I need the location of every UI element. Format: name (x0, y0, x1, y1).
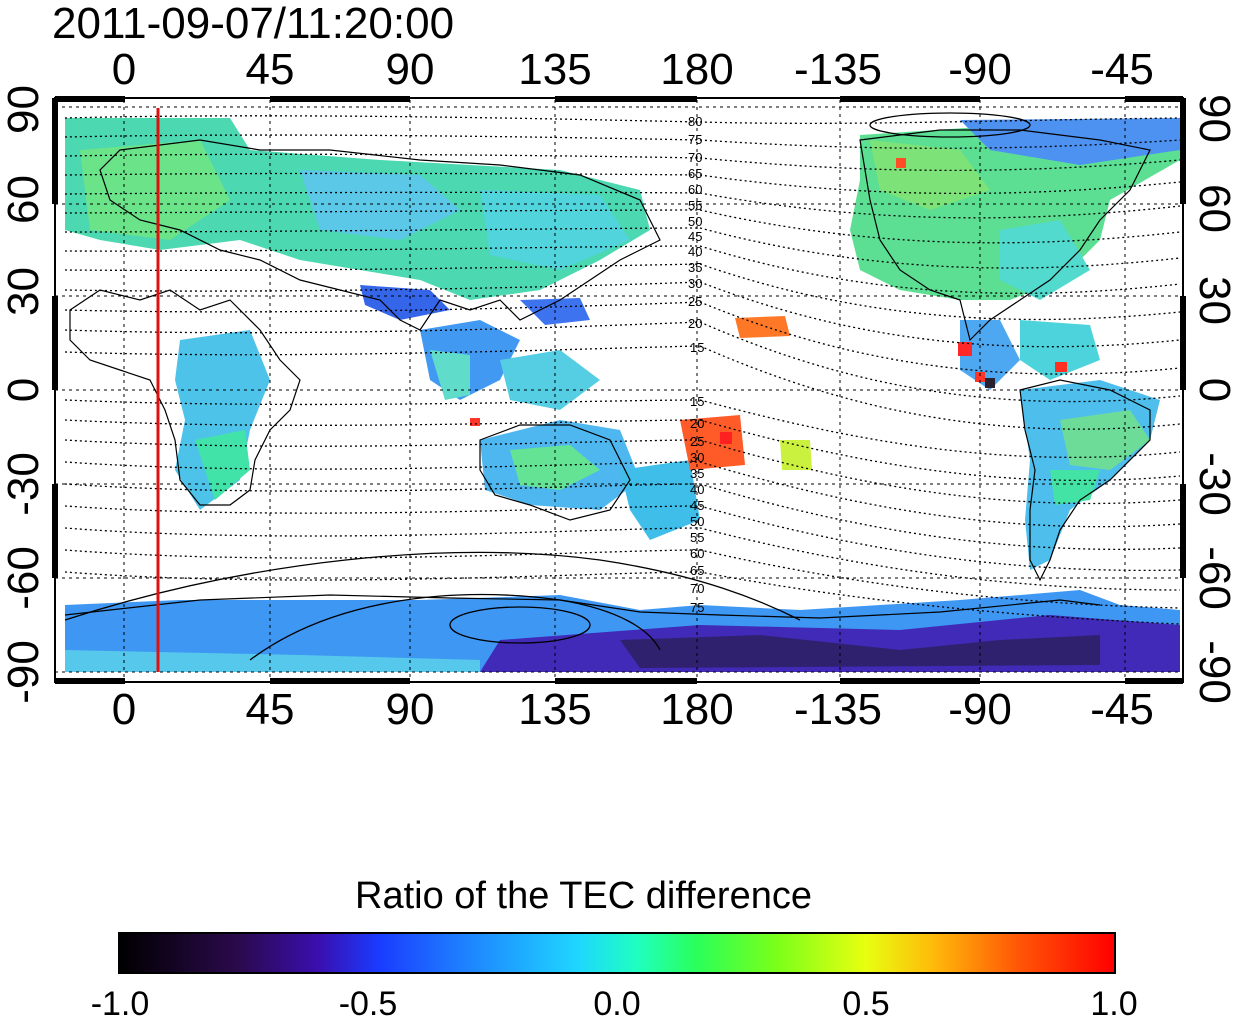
bottom-lon-label: 135 (518, 685, 592, 734)
tec-data-overlay (65, 118, 1180, 672)
top-lon-label: 45 (245, 45, 295, 94)
bottom-lon-label: -135 (793, 685, 883, 734)
contour-label: 20 (688, 316, 702, 331)
right-lat-label: 90 (1190, 94, 1239, 143)
top-lon-label: -90 (948, 45, 1012, 94)
colorbar (118, 932, 1116, 974)
contour-label: 50 (690, 514, 704, 529)
colorbar-tick-label: 1.0 (1090, 985, 1138, 1023)
left-lat-label: 0 (0, 377, 48, 403)
contour-label: 50 (688, 214, 702, 229)
top-lon-label: 90 (385, 45, 435, 94)
contour-label: 40 (688, 244, 702, 259)
contour-label: 70 (690, 581, 704, 596)
left-lat-label: 90 (0, 85, 48, 134)
contour-label: 45 (688, 229, 702, 244)
colorbar-tick-label: 0.5 (842, 985, 890, 1023)
contour-label: 35 (688, 260, 702, 275)
top-lon-label: 0 (111, 45, 137, 94)
left-lat-label: -30 (0, 452, 48, 516)
contour-label: 80 (688, 114, 702, 129)
top-lon-label: 180 (660, 45, 734, 94)
contour-label: 60 (690, 546, 704, 561)
contour-label: 70 (688, 150, 702, 165)
timestamp: 2011-09-07/11:20:00 (52, 0, 455, 48)
contour-label: 65 (688, 166, 702, 181)
contour-label: 25 (688, 294, 702, 309)
contour-label: 55 (690, 530, 704, 545)
contour-lines (64, 115, 1181, 625)
bottom-lon-label: 45 (245, 685, 295, 734)
contour-label: 60 (688, 182, 702, 197)
top-lon-label: -135 (793, 45, 883, 94)
right-lat-label: -30 (1190, 452, 1239, 516)
contour-label: 45 (690, 498, 704, 513)
contour-label: 75 (688, 132, 702, 147)
contour-label: 55 (688, 198, 702, 213)
southern-contours (64, 112, 1031, 661)
bottom-lon-label: -45 (1090, 685, 1154, 734)
bottom-lon-label: 0 (111, 685, 137, 734)
right-lat-label: 0 (1190, 377, 1239, 403)
bottom-lon-label: -90 (948, 685, 1012, 734)
contour-labels: 80 75 70 65 60 55 50 45 40 35 30 25 20 1… (688, 114, 704, 615)
bottom-lon-label: 180 (660, 685, 734, 734)
contour-label: 65 (690, 563, 704, 578)
contour-label: 30 (688, 276, 702, 291)
contour-label: 40 (690, 482, 704, 497)
left-lat-label: -60 (0, 546, 48, 610)
top-lon-label: 135 (518, 45, 592, 94)
contour-label: 75 (690, 600, 704, 615)
left-lat-label: 60 (0, 175, 48, 224)
contour-label: 20 (690, 416, 704, 431)
right-lat-label: -90 (1190, 640, 1239, 704)
top-lon-label: -45 (1090, 45, 1154, 94)
bottom-lon-label: 90 (385, 685, 435, 734)
contour-label: 15 (690, 394, 704, 409)
colorbar-tick-label: 0.0 (593, 985, 641, 1023)
left-lat-label: 30 (0, 267, 48, 316)
colorbar-tick-label: -0.5 (338, 985, 398, 1023)
right-lat-label: 60 (1190, 184, 1239, 233)
contour-label: 25 (690, 434, 704, 449)
contour-label: 15 (690, 340, 704, 355)
contour-label: 30 (690, 450, 704, 465)
contour-label: 35 (690, 466, 704, 481)
right-lat-label: -60 (1190, 546, 1239, 610)
colorbar-tick-label: -1.0 (90, 985, 150, 1023)
colorbar-title: Ratio of the TEC difference (355, 875, 812, 917)
right-lat-label: 30 (1190, 276, 1239, 325)
graticule (55, 100, 1182, 680)
frame-ticks (52, 96, 1186, 684)
coastlines (64, 129, 1151, 619)
left-lat-label: -90 (0, 640, 48, 704)
